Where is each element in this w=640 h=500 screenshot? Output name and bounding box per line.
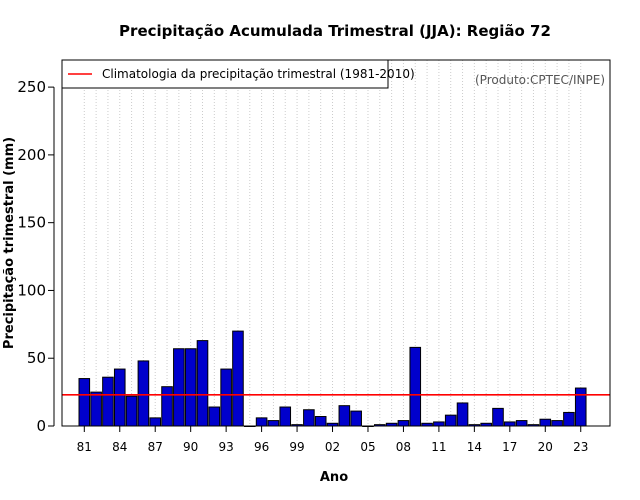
- y-tick-label: 100: [17, 281, 46, 299]
- bar-2004: [350, 410, 362, 427]
- bar-1998: [279, 406, 292, 427]
- bar-2016: [492, 407, 504, 427]
- bar-1989: [173, 348, 185, 427]
- y-tick-label: 50: [27, 349, 46, 367]
- bar-2009: [409, 346, 422, 427]
- x-tick-label: 20: [538, 440, 553, 454]
- x-tick-label: 93: [218, 440, 233, 454]
- bar-1982: [90, 391, 102, 427]
- chart-title: Precipitação Acumulada Trimestral (JJA):…: [119, 22, 551, 40]
- bar-2008: [397, 420, 410, 427]
- legend-entry-climatology: Climatologia da precipitação trimestral …: [102, 67, 415, 81]
- legend-box: [61, 59, 389, 89]
- legend: Climatologia da precipitação trimestral …: [61, 59, 415, 89]
- bar-2012: [444, 414, 457, 427]
- y-axis: 0 50 100 150 200 250: [17, 78, 55, 435]
- x-tick-label: 84: [112, 440, 127, 454]
- bar-1981: [78, 378, 91, 427]
- bar-2020: [539, 418, 552, 427]
- x-tick-label: 11: [431, 440, 446, 454]
- bar-2021: [551, 420, 563, 427]
- x-axis: 81 84 87 90 93 96 99 02 05 08 11 14 17 20 23: [77, 426, 588, 454]
- x-tick-label: 81: [77, 440, 92, 454]
- x-tick-label: 17: [502, 440, 517, 454]
- bar-1987: [149, 417, 162, 427]
- bar-2011: [433, 421, 445, 427]
- bar-1997: [267, 420, 280, 427]
- x-tick-label: 02: [325, 440, 340, 454]
- y-axis-title: Precipitação trimestral (mm): [2, 137, 17, 349]
- x-tick-label: 99: [289, 440, 304, 454]
- bar-2023: [574, 387, 587, 427]
- bar-2017: [504, 421, 516, 427]
- x-tick-label: 87: [148, 440, 163, 454]
- x-axis-title: Ano: [320, 470, 348, 485]
- source-note: (Produto:CPTEC/INPE): [475, 73, 605, 87]
- y-tick-label: 250: [17, 78, 46, 96]
- bar-1983: [102, 376, 114, 427]
- x-tick-label: 08: [396, 440, 411, 454]
- x-tick-label: 90: [183, 440, 198, 454]
- bar-1990: [184, 348, 197, 427]
- x-tick-label: 23: [573, 440, 588, 454]
- grid-lines: [83, 60, 582, 426]
- bar-1992: [208, 406, 221, 427]
- x-tick-label: 14: [467, 440, 482, 454]
- bar-2003: [338, 405, 351, 427]
- x-tick-label: 96: [254, 440, 269, 454]
- bar-2013: [456, 402, 469, 427]
- bar-2018: [515, 420, 528, 427]
- bar-1985: [125, 395, 138, 427]
- x-tick-label: 05: [360, 440, 375, 454]
- bar-2022: [563, 411, 575, 427]
- bar-2000: [303, 409, 315, 427]
- y-tick-label: 200: [17, 146, 46, 164]
- bar-1988: [161, 386, 173, 427]
- bar-1994: [232, 330, 244, 427]
- bar-1996: [255, 417, 268, 427]
- bar-2001: [314, 416, 327, 427]
- bar-1993: [220, 368, 232, 427]
- bar-1991: [196, 340, 209, 427]
- bar-1986: [137, 360, 150, 427]
- bar-1984: [113, 368, 126, 427]
- y-tick-label: 150: [17, 214, 46, 232]
- bars: [78, 330, 587, 427]
- y-tick-label: 0: [36, 417, 46, 435]
